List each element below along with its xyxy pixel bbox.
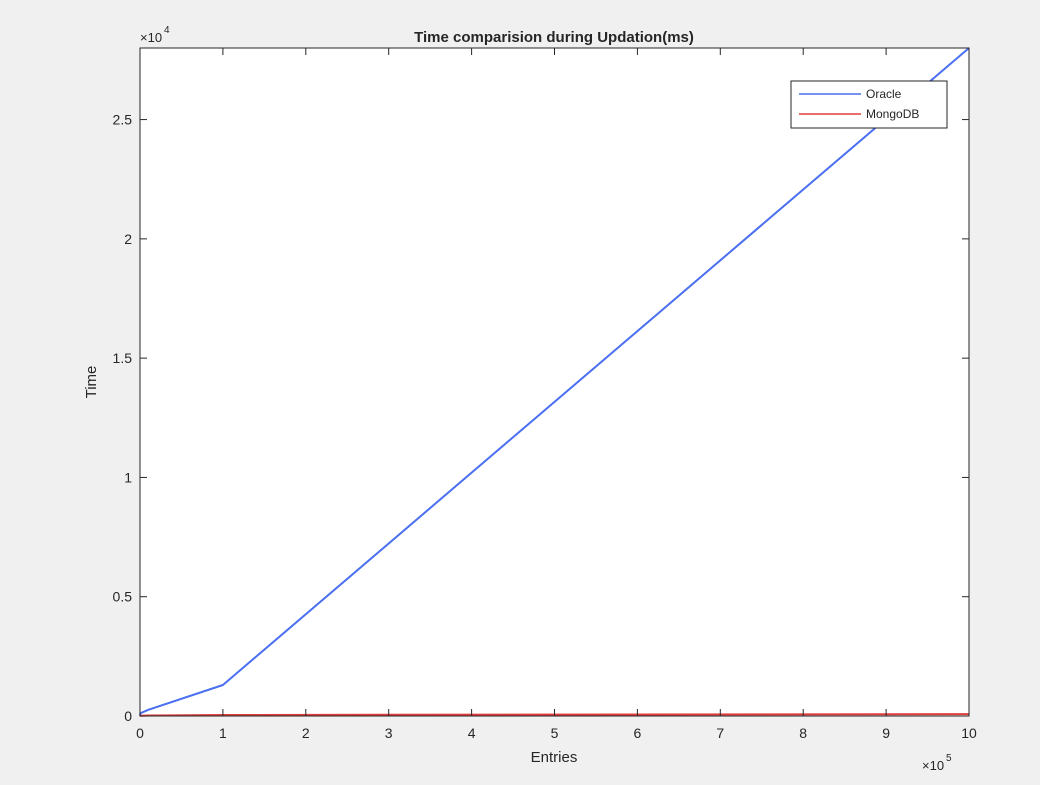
y-tick-label: 2.5 bbox=[113, 112, 133, 128]
x-tick-label: 0 bbox=[136, 725, 144, 741]
y-axis-label: Time bbox=[83, 366, 100, 399]
x-exponent-base: ×10 bbox=[922, 758, 944, 773]
x-exponent-power: 5 bbox=[946, 753, 952, 764]
legend-box bbox=[790, 80, 948, 129]
y-tick-label: 0 bbox=[124, 708, 132, 724]
legend-label-oracle: Oracle bbox=[866, 87, 902, 101]
x-tick-label: 3 bbox=[385, 725, 393, 741]
x-tick-label: 1 bbox=[219, 725, 227, 741]
x-tick-label: 4 bbox=[468, 725, 476, 741]
legend: Oracle MongoDB bbox=[790, 80, 948, 129]
y-exponent-power: 4 bbox=[164, 25, 170, 36]
x-tick-label: 10 bbox=[961, 725, 977, 741]
y-exponent-base: ×10 bbox=[140, 30, 162, 45]
x-tick-label: 6 bbox=[634, 725, 642, 741]
y-tick-label: 1.5 bbox=[113, 350, 133, 366]
x-axis-exponent: ×10 5 bbox=[922, 753, 952, 773]
x-axis-label: Entries bbox=[531, 749, 578, 766]
y-tick-label: 1 bbox=[124, 469, 132, 485]
y-tick-label: 0.5 bbox=[113, 589, 133, 605]
x-tick-label: 9 bbox=[882, 725, 890, 741]
y-tick-label: 2 bbox=[124, 231, 132, 247]
x-tick-label: 8 bbox=[799, 725, 807, 741]
plot-area bbox=[140, 48, 969, 716]
y-axis-exponent: ×10 4 bbox=[140, 25, 170, 45]
legend-label-mongodb: MongoDB bbox=[866, 107, 919, 121]
chart-title: Time comparision during Updation(ms) bbox=[414, 29, 694, 46]
x-tick-label: 2 bbox=[302, 725, 310, 741]
x-tick-label: 5 bbox=[551, 725, 559, 741]
x-tick-label: 7 bbox=[716, 725, 724, 741]
tick-layer: 0 1 2 3 4 5 6 7 8 9 10 0 0.5 1 1.5 2 2.5 bbox=[113, 48, 977, 741]
